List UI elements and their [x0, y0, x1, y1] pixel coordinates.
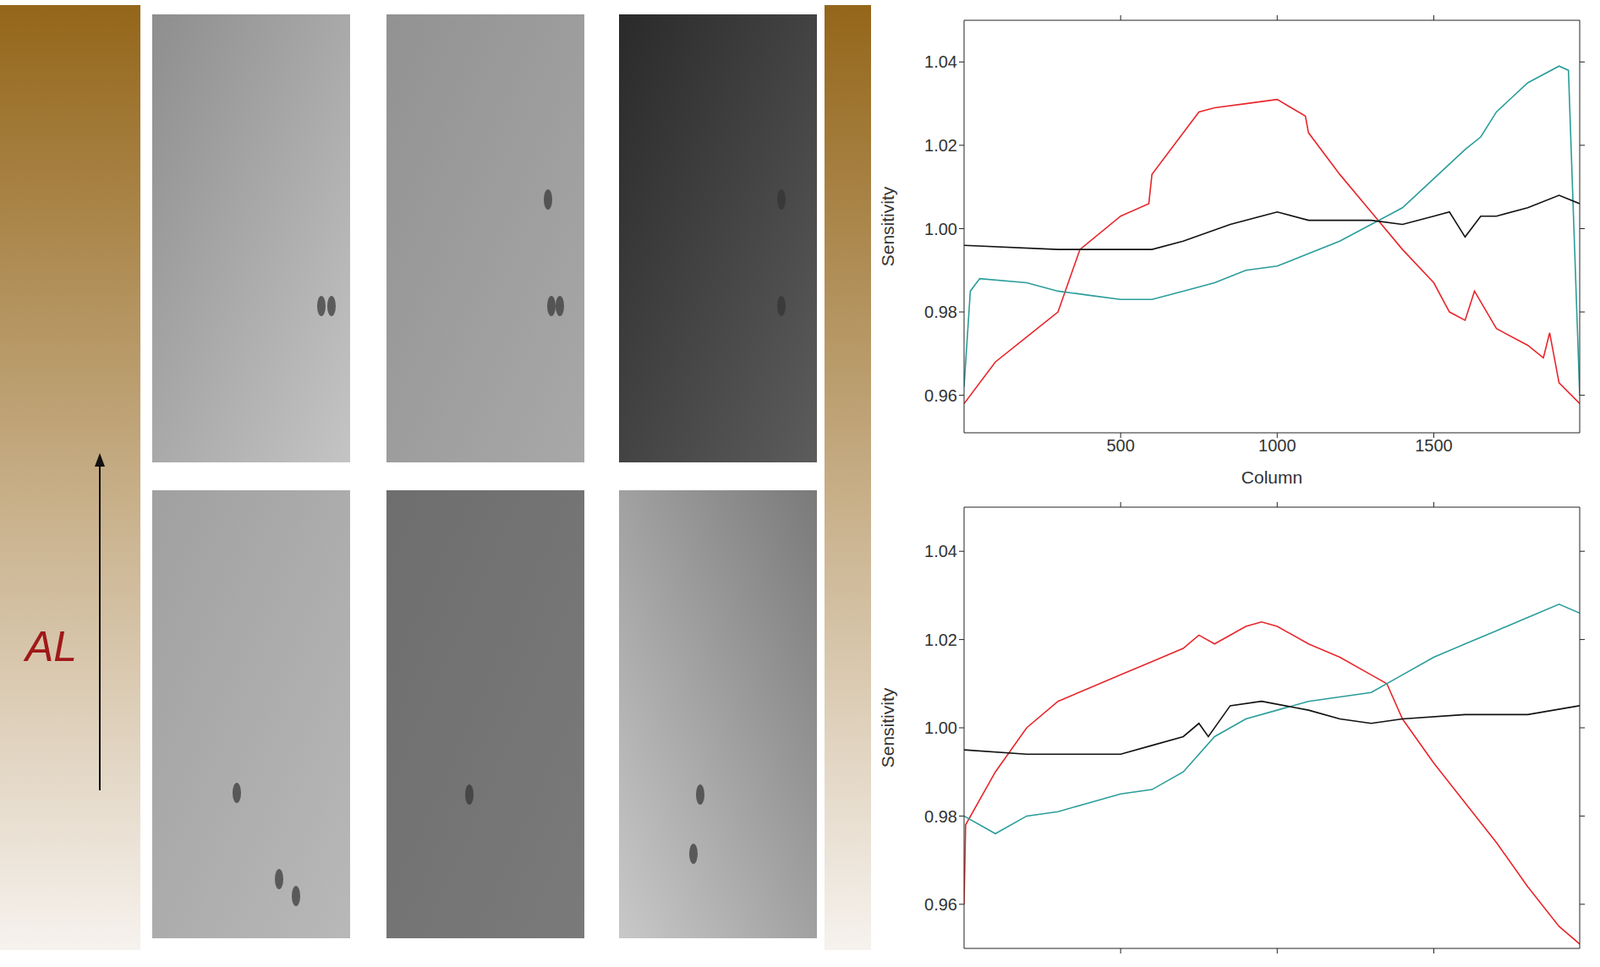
- svg-text:1500: 1500: [1414, 436, 1453, 455]
- svg-text:AL: AL: [22, 623, 77, 671]
- svg-text:1.00: 1.00: [924, 718, 958, 738]
- svg-text:Column: Column: [1241, 467, 1303, 488]
- svg-text:0.96: 0.96: [924, 895, 958, 915]
- svg-text:0.98: 0.98: [924, 807, 958, 827]
- svg-text:500: 500: [1106, 436, 1135, 455]
- svg-text:0.98: 0.98: [924, 302, 958, 322]
- svg-text:1.04: 1.04: [924, 542, 958, 561]
- svg-text:1.04: 1.04: [924, 52, 958, 72]
- svg-text:1.02: 1.02: [924, 136, 958, 155]
- svg-text:0.96: 0.96: [924, 386, 958, 406]
- svg-text:Sensitivity: Sensitivity: [877, 186, 898, 267]
- svg-text:1000: 1000: [1258, 436, 1297, 455]
- svg-text:Sensitivity: Sensitivity: [877, 687, 898, 768]
- svg-text:1.02: 1.02: [924, 630, 958, 650]
- svg-text:1.00: 1.00: [924, 219, 958, 239]
